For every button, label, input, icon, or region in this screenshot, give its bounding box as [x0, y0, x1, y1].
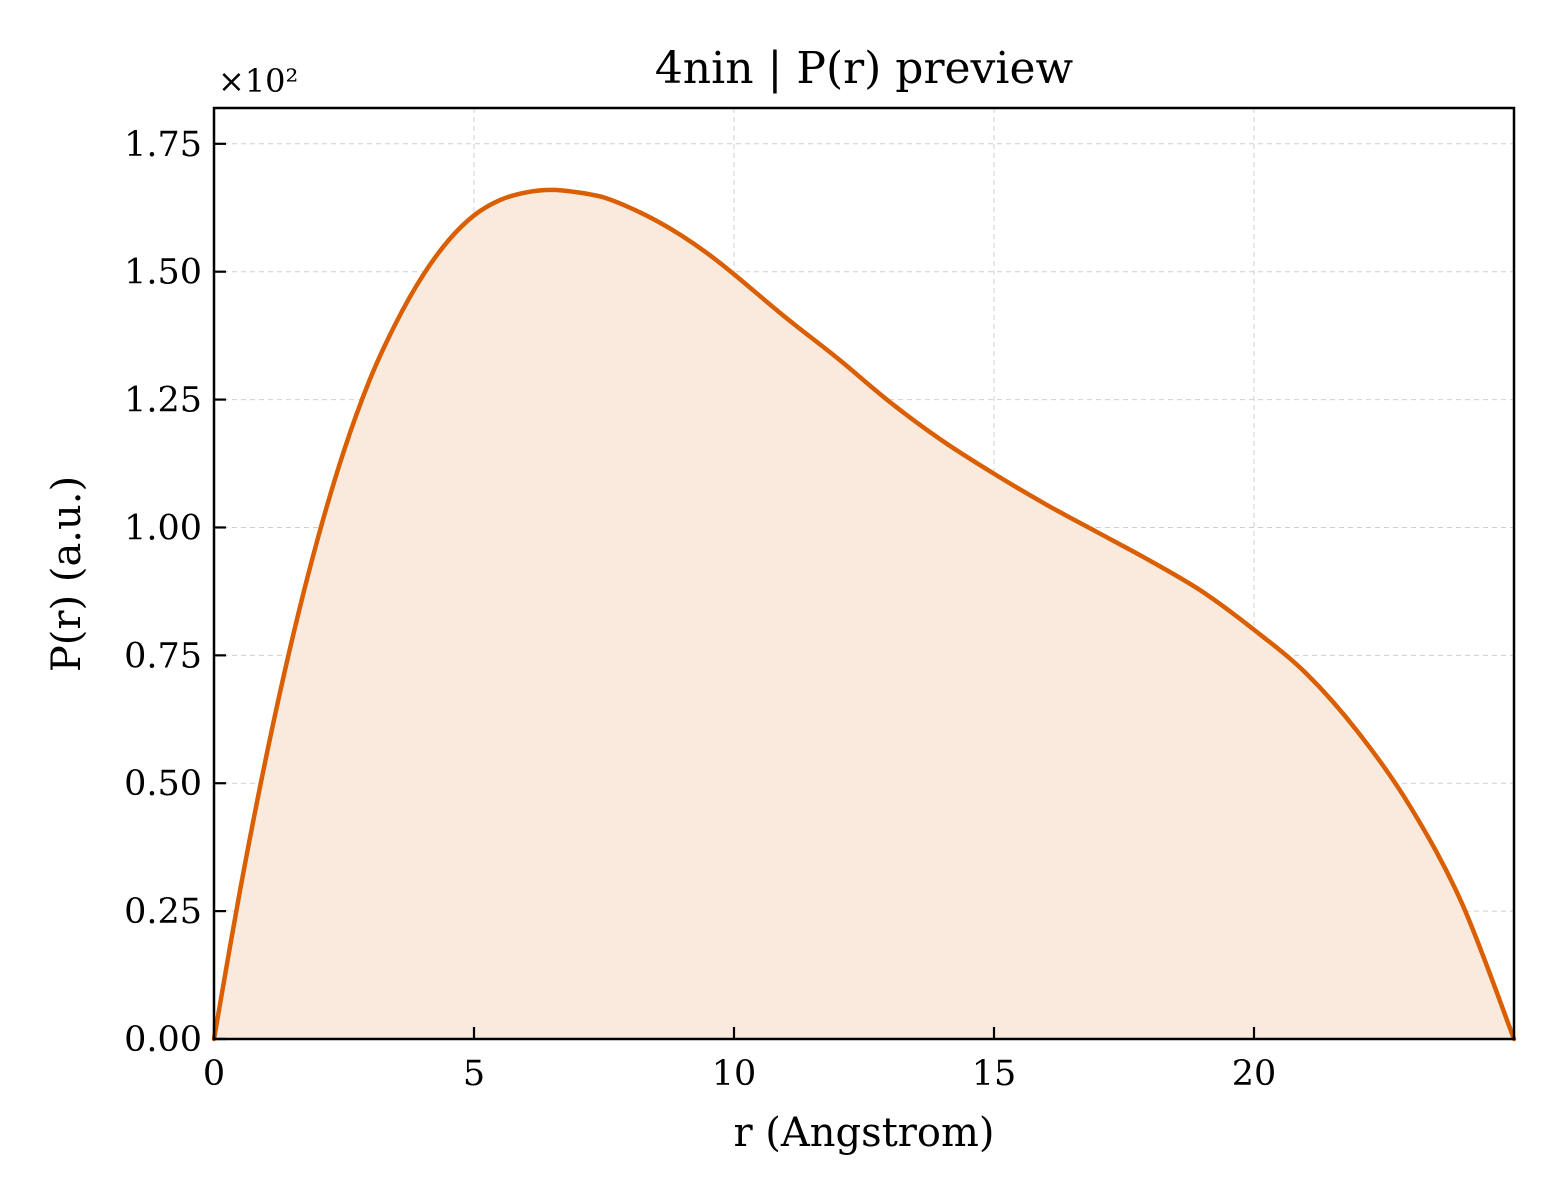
series-line	[211, 187, 1517, 1042]
x-tick-label: 20	[1232, 1054, 1277, 1094]
plot-frame	[212, 106, 1516, 1041]
y-tick-label: 1.50	[124, 253, 202, 293]
x-tick-label: 5	[463, 1054, 485, 1094]
tick-labels: 0 5 10 15 20 0.00 0.25 0.50 0.75 1.00 1.25 1.50 1.75	[124, 125, 1276, 1094]
y-tick-label: 0.00	[124, 1020, 202, 1060]
y-tick-label: 0.75	[124, 636, 202, 676]
y-tick-label: 1.75	[124, 125, 202, 165]
y-tick-label: 1.25	[124, 381, 202, 421]
x-tick-label: 15	[972, 1054, 1017, 1094]
x-axis-label: r (Angstrom)	[733, 1110, 994, 1156]
x-tick-label: 10	[712, 1054, 757, 1094]
y-tick-label: 0.50	[124, 764, 202, 804]
y-axis-label: P(r) (a.u.)	[44, 476, 90, 672]
chart-title: 4nin | P(r) preview	[655, 43, 1074, 94]
area-fill	[214, 189, 1514, 1040]
y-tick-label: 1.00	[124, 508, 202, 548]
x-tick-label: 0	[203, 1054, 225, 1094]
ticks	[212, 142, 1256, 1041]
y-tick-label: 0.25	[124, 892, 202, 932]
y-offset-label: ×10²	[218, 62, 298, 100]
